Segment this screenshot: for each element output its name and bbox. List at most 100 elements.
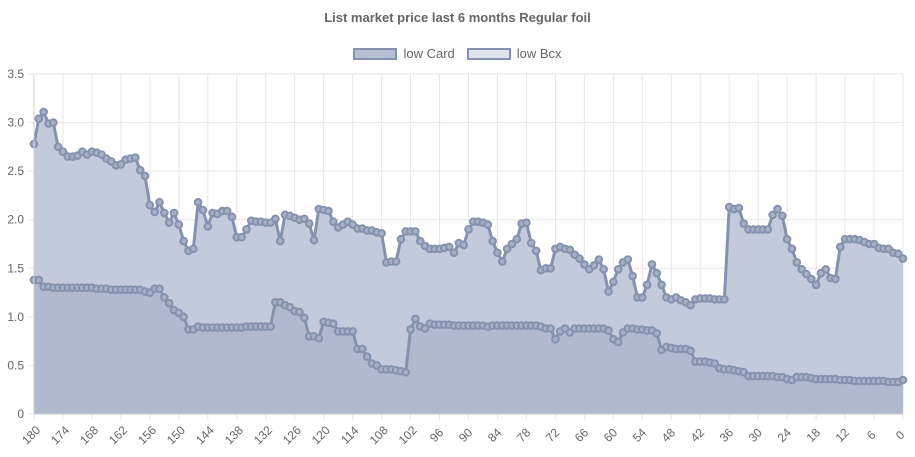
data-point-low-card[interactable] xyxy=(116,160,126,169)
data-point-low-bcx[interactable] xyxy=(898,375,908,385)
data-point-low-bcx[interactable] xyxy=(613,337,623,347)
data-point-low-bcx[interactable] xyxy=(155,284,164,293)
data-point-low-card[interactable] xyxy=(806,274,816,284)
data-point-low-card[interactable] xyxy=(160,208,169,218)
data-point-low-card[interactable] xyxy=(391,257,401,266)
data-point-low-card[interactable] xyxy=(150,207,159,217)
data-point-low-card[interactable] xyxy=(309,235,319,245)
data-point-low-card[interactable] xyxy=(642,280,652,290)
data-point-low-card[interactable] xyxy=(768,210,777,220)
data-point-low-bcx[interactable] xyxy=(266,322,275,331)
data-point-low-bcx[interactable] xyxy=(348,327,357,336)
data-point-low-card[interactable] xyxy=(198,205,208,215)
data-point-low-card[interactable] xyxy=(145,200,155,210)
data-point-low-card[interactable] xyxy=(169,208,179,218)
data-point-low-card[interactable] xyxy=(686,300,695,310)
data-point-low-card[interactable] xyxy=(580,260,589,269)
data-point-low-card[interactable] xyxy=(483,220,493,229)
legend-item-low-bcx[interactable]: low Bcx xyxy=(466,46,562,61)
data-point-low-card[interactable] xyxy=(778,211,787,221)
data-point-low-card[interactable] xyxy=(609,277,618,287)
data-point-low-bcx[interactable] xyxy=(164,298,174,308)
data-point-low-card[interactable] xyxy=(623,255,633,264)
data-point-low-card[interactable] xyxy=(898,254,908,263)
data-point-low-card[interactable] xyxy=(502,244,512,254)
data-point-low-card[interactable] xyxy=(193,197,203,207)
data-point-low-card[interactable] xyxy=(787,244,797,254)
data-point-low-card[interactable] xyxy=(604,287,613,296)
data-point-low-card[interactable] xyxy=(647,260,657,269)
data-point-low-card[interactable] xyxy=(271,214,280,224)
data-point-low-card[interactable] xyxy=(140,171,150,181)
data-point-low-card[interactable] xyxy=(531,246,541,256)
data-point-low-card[interactable] xyxy=(589,261,599,270)
data-point-low-card[interactable] xyxy=(459,240,468,250)
data-point-low-card[interactable] xyxy=(164,218,174,227)
data-point-low-bcx[interactable] xyxy=(160,293,169,302)
data-point-low-card[interactable] xyxy=(237,232,246,242)
data-point-low-bcx[interactable] xyxy=(411,314,420,324)
data-point-low-card[interactable] xyxy=(628,271,637,281)
data-point-low-card[interactable] xyxy=(792,258,802,267)
data-point-low-card[interactable] xyxy=(411,227,420,236)
data-point-low-card[interactable] xyxy=(835,242,845,252)
data-point-low-card[interactable] xyxy=(488,236,497,246)
data-point-low-card[interactable] xyxy=(275,236,285,246)
data-point-low-bcx[interactable] xyxy=(329,319,338,328)
data-point-low-card[interactable] xyxy=(34,114,44,123)
data-point-low-card[interactable] xyxy=(594,255,604,264)
data-point-low-card[interactable] xyxy=(831,274,840,284)
data-point-low-card[interactable] xyxy=(324,206,333,216)
data-point-low-card[interactable] xyxy=(449,248,459,258)
data-point-low-bcx[interactable] xyxy=(314,333,324,343)
data-point-low-bcx[interactable] xyxy=(300,313,309,323)
data-point-low-bcx[interactable] xyxy=(362,352,372,361)
data-point-low-bcx[interactable] xyxy=(710,359,720,368)
data-point-low-card[interactable] xyxy=(720,295,729,304)
data-point-low-card[interactable] xyxy=(734,203,744,213)
data-point-low-card[interactable] xyxy=(599,264,608,274)
data-point-low-bcx[interactable] xyxy=(406,325,415,334)
data-point-low-card[interactable] xyxy=(546,263,555,273)
data-point-low-card[interactable] xyxy=(657,280,666,290)
data-point-low-card[interactable] xyxy=(131,153,140,162)
data-point-low-card[interactable] xyxy=(575,254,584,263)
data-point-low-card[interactable] xyxy=(155,197,164,207)
data-point-low-card[interactable] xyxy=(242,225,251,234)
data-point-low-card[interactable] xyxy=(652,268,662,278)
legend-item-low-card[interactable]: low Card xyxy=(353,46,455,61)
data-point-low-card[interactable] xyxy=(773,204,782,214)
data-point-low-bcx[interactable] xyxy=(652,329,662,338)
data-point-low-card[interactable] xyxy=(497,257,507,266)
data-point-low-card[interactable] xyxy=(203,222,213,231)
data-point-low-card[interactable] xyxy=(802,269,811,279)
data-point-low-card[interactable] xyxy=(512,234,522,244)
data-point-low-card[interactable] xyxy=(638,293,647,302)
data-point-low-bcx[interactable] xyxy=(401,367,411,377)
data-point-low-card[interactable] xyxy=(444,242,454,252)
data-point-low-bcx[interactable] xyxy=(357,344,367,354)
data-point-low-card[interactable] xyxy=(377,229,386,238)
data-point-low-card[interactable] xyxy=(415,236,425,246)
data-point-low-card[interactable] xyxy=(174,220,184,229)
data-point-low-card[interactable] xyxy=(893,249,903,259)
data-point-low-card[interactable] xyxy=(526,238,536,248)
data-point-low-card[interactable] xyxy=(39,107,48,117)
data-point-low-card[interactable] xyxy=(821,264,831,274)
data-point-low-bcx[interactable] xyxy=(546,324,555,333)
data-point-low-card[interactable] xyxy=(396,234,406,244)
data-point-low-card[interactable] xyxy=(613,264,623,274)
data-point-low-card[interactable] xyxy=(782,234,792,244)
data-point-low-bcx[interactable] xyxy=(551,334,560,344)
data-point-low-card[interactable] xyxy=(739,219,748,228)
data-point-low-bcx[interactable] xyxy=(604,326,613,335)
data-point-low-bcx[interactable] xyxy=(420,324,430,333)
data-point-low-card[interactable] xyxy=(811,280,821,290)
data-point-low-bcx[interactable] xyxy=(34,275,44,285)
data-point-low-card[interactable] xyxy=(222,206,232,216)
data-point-low-card[interactable] xyxy=(227,212,237,222)
data-point-low-bcx[interactable] xyxy=(686,346,695,356)
data-point-low-bcx[interactable] xyxy=(179,312,188,322)
data-point-low-card[interactable] xyxy=(763,225,773,234)
data-point-low-card[interactable] xyxy=(304,219,314,228)
